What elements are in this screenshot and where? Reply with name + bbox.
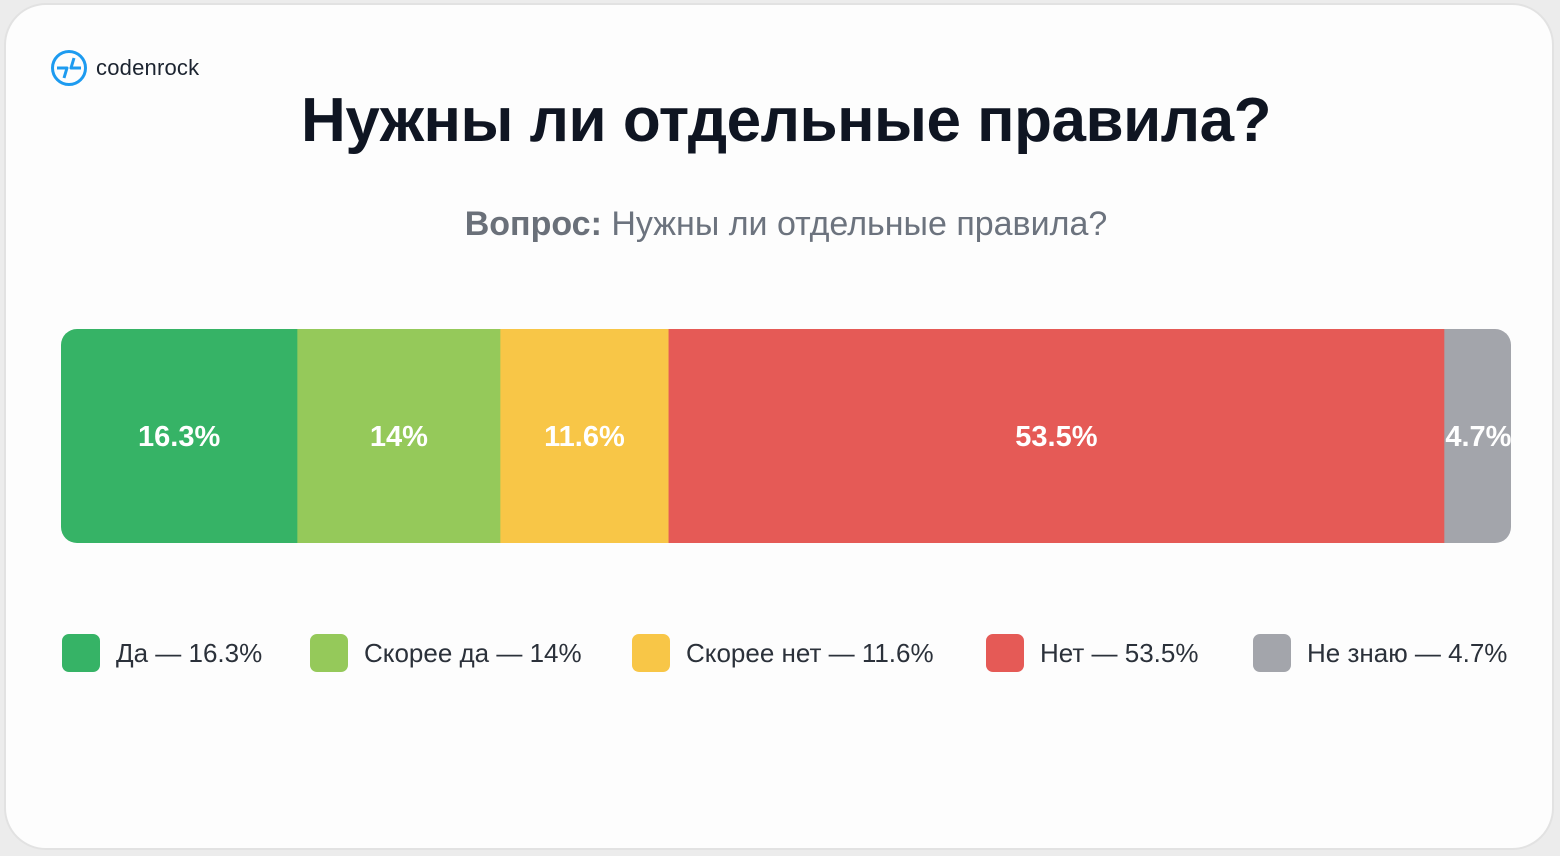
question-subtitle: Вопрос: Нужны ли отдельные правила? bbox=[6, 205, 1560, 244]
bar-value-label: 53.5% bbox=[1015, 421, 1097, 453]
brand-logo: codenrock bbox=[50, 49, 199, 87]
bar-segment bbox=[61, 329, 298, 543]
bar-segment bbox=[297, 329, 501, 543]
chart-legend: Да — 16.3% Скорее да — 14% Скорее нет — 11… bbox=[62, 633, 1512, 675]
question-label: Вопрос: bbox=[464, 205, 602, 243]
legend-swatch bbox=[310, 634, 348, 672]
bar-value-label: 16.3% bbox=[138, 421, 220, 453]
codenrock-logo-icon bbox=[51, 50, 87, 86]
legend-label: Да — 16.3% bbox=[116, 637, 263, 668]
legend-swatch bbox=[1253, 634, 1291, 672]
legend-label: Скорее нет — 11.6% bbox=[686, 637, 934, 668]
stacked-bar-svg: 16.3% 14% 11.6% 53.5% 4.7% bbox=[61, 329, 1511, 543]
legend-swatch bbox=[632, 634, 670, 672]
legend-swatch bbox=[62, 634, 100, 672]
bar-value-label: 4.7% bbox=[1445, 421, 1511, 453]
bar-segment bbox=[1444, 329, 1511, 543]
brand-name: codenrock bbox=[96, 55, 200, 80]
legend-item: Да — 16.3% bbox=[62, 633, 262, 673]
legend-item: Нет — 53.5% bbox=[986, 633, 1198, 673]
legend-label: Не знаю — 4.7% bbox=[1307, 637, 1508, 668]
question-text: Нужны ли отдельные правила? bbox=[611, 205, 1108, 243]
legend-swatch bbox=[986, 634, 1024, 672]
legend-item: Скорее да — 14% bbox=[310, 633, 582, 673]
bar-value-label: 11.6% bbox=[544, 421, 625, 453]
legend-label: Скорее да — 14% bbox=[364, 637, 582, 668]
chart-title: Нужны ли отдельные правила? bbox=[301, 86, 1271, 155]
bar-segment bbox=[668, 329, 1445, 543]
legend-item: Скорее нет — 11.6% bbox=[632, 633, 934, 673]
bar-value-label: 14% bbox=[370, 421, 428, 453]
bar-segment bbox=[500, 329, 670, 543]
legend-label: Нет — 53.5% bbox=[1040, 637, 1199, 668]
legend-item: Не знаю — 4.7% bbox=[1253, 633, 1507, 673]
stacked-bar-chart: 16.3% 14% 11.6% 53.5% 4.7% bbox=[61, 329, 1511, 543]
chart-card: codenrock Нужны ли отдельные правила? Во… bbox=[4, 3, 1554, 850]
